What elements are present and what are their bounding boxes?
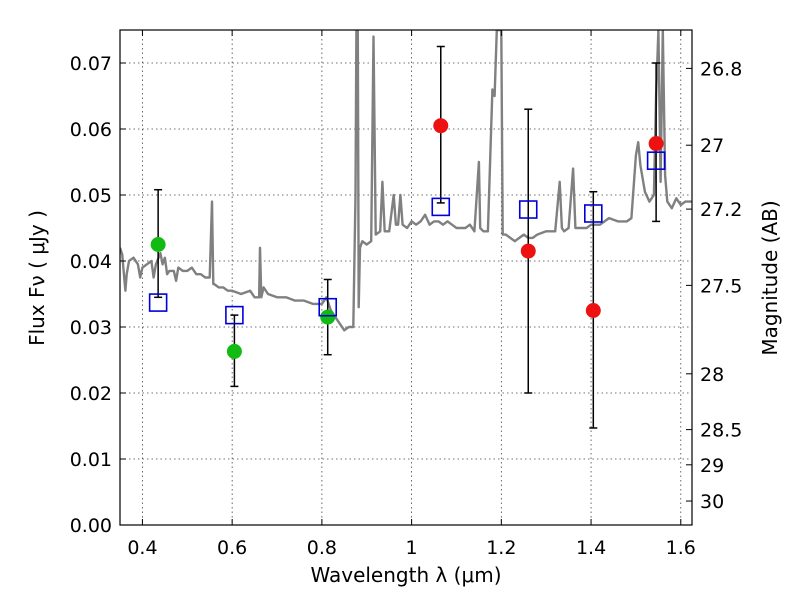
model-spectrum (120, 30, 692, 332)
x-tick-label: 1.6 (666, 537, 696, 559)
x-tick-label: 0.6 (217, 537, 247, 559)
data-point-circle (433, 118, 449, 134)
data-point-square (584, 204, 603, 223)
y-axis-title: Flux Fν ( μJy ) (25, 210, 49, 346)
x-tick-label: 0.8 (307, 537, 337, 559)
spectrum-line (120, 30, 692, 332)
plot-background (120, 30, 692, 525)
y-tick-label: 0.02 (70, 383, 112, 405)
y2-tick-label: 28.5 (700, 420, 742, 442)
data-point-square (431, 197, 451, 217)
x-tick-label: 1 (406, 537, 418, 559)
y2-tick-label: 30 (700, 491, 724, 513)
y-tick-label: 0.03 (70, 317, 112, 339)
data-point-circle (226, 343, 242, 359)
data-markers (148, 118, 666, 359)
y2-tick-label: 28 (700, 364, 724, 386)
data-point-circle (648, 136, 664, 152)
data-point-circle (520, 243, 536, 259)
grid-lines (120, 30, 692, 526)
y-tick-label: 0.01 (70, 449, 112, 471)
plot-frame (119, 29, 693, 526)
y-tick-label: 0.00 (70, 515, 112, 537)
y-tick-label: 0.05 (70, 185, 112, 207)
data-point-square (148, 293, 168, 312)
y2-tick-label: 27 (700, 135, 724, 157)
x-tick-label: 1.2 (486, 537, 516, 559)
y2-tick-label: 29 (700, 455, 724, 477)
data-point-circle (320, 309, 336, 325)
y2-axis-title: Magnitude (AB) (758, 200, 782, 355)
y-tick-label: 0.06 (70, 119, 112, 141)
data-point-circle (585, 303, 601, 318)
data-point-square (518, 200, 538, 219)
y-tick-label: 0.07 (70, 53, 112, 75)
y-tick-label: 0.04 (70, 251, 112, 273)
data-point-circle (150, 237, 166, 252)
y2-tick-label: 26.8 (700, 58, 742, 80)
data-point-square (646, 151, 666, 170)
axis-ticks: 0.4 0.6 0.8 1 1.2 1.4 1.6 0.00 0.01 0.02 0.03 0.04 0… (70, 30, 742, 559)
data-point-square (225, 305, 244, 325)
data-point-square (318, 297, 338, 317)
x-tick-label: 0.4 (127, 537, 157, 559)
x-axis-title: Wavelength λ (μm) (310, 563, 501, 587)
x-tick-label: 1.4 (576, 537, 606, 559)
y2-tick-label: 27.2 (700, 199, 742, 221)
y2-tick-label: 27.5 (700, 275, 742, 297)
